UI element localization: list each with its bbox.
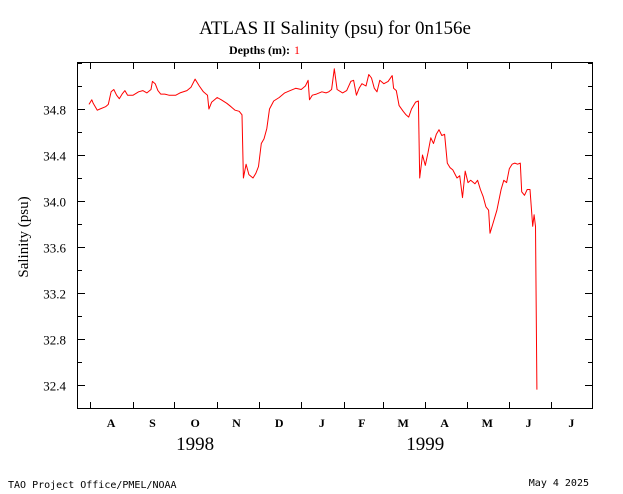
x-month-label: M — [398, 416, 409, 430]
x-year-label: 1999 — [406, 434, 444, 455]
y-tick-label: 34.4 — [43, 149, 66, 164]
footer-credit: TAO Project Office/PMEL/NOAA — [8, 480, 177, 491]
y-axis-label: Salinity (psu) — [16, 196, 32, 277]
x-month-label: F — [358, 416, 365, 430]
x-month-label: J — [568, 416, 574, 430]
plot-frame — [77, 62, 593, 409]
y-tick-label: 32.8 — [43, 333, 66, 348]
y-tick-label: 34.0 — [43, 195, 66, 210]
y-tick-label: 33.2 — [43, 287, 66, 302]
depths-label: Depths (m): — [229, 43, 290, 57]
chart-title: ATLAS II Salinity (psu) for 0n156e — [199, 18, 471, 39]
x-month-label: A — [107, 416, 116, 430]
depths-value: 1 — [294, 43, 300, 57]
x-month-label: J — [526, 416, 532, 430]
x-month-label: M — [482, 416, 493, 430]
x-month-label: A — [440, 416, 449, 430]
y-tick-label: 34.8 — [43, 103, 66, 118]
y-axis: 32.4 32.8 33.2 33.6 34.0 34.4 34.8 — [43, 63, 592, 409]
x-month-label: D — [275, 416, 284, 430]
x-month-label: J — [319, 416, 325, 430]
x-month-label: O — [190, 416, 199, 430]
x-month-label: N — [232, 416, 241, 430]
x-year-label: 1998 — [176, 434, 214, 455]
salinity-series-line — [88, 68, 538, 390]
y-tick-label: 32.4 — [43, 379, 66, 394]
footer-date: May 4 2025 — [529, 478, 589, 489]
x-axis: A S O N D J F M A M J J 1998 1999 — [90, 63, 574, 455]
series-layer — [88, 68, 538, 390]
y-tick-label: 33.6 — [43, 241, 66, 256]
x-month-label: S — [149, 416, 156, 430]
